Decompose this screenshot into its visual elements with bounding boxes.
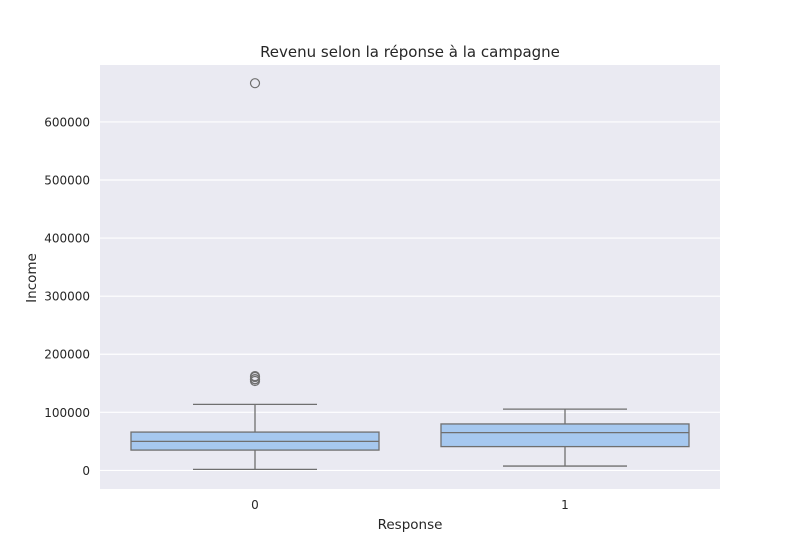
chart-title: Revenu selon la réponse à la campagne (260, 43, 560, 61)
y-tick-label: 400000 (44, 232, 90, 246)
box (440, 423, 690, 448)
box-category-1 (440, 408, 690, 467)
y-tick-label: 600000 (44, 115, 90, 129)
box-category-0 (130, 78, 380, 471)
y-tick-label: 100000 (44, 406, 90, 420)
grid-lines (100, 121, 720, 472)
y-tick-label: 0 (82, 464, 90, 478)
outlier-point (249, 78, 261, 89)
box-plots (130, 78, 690, 471)
y-tick-label: 200000 (44, 348, 90, 362)
outlier-point (249, 370, 261, 382)
y-axis-label: Income (24, 253, 40, 303)
x-tick-label: 1 (561, 498, 569, 512)
y-tick-label: 500000 (44, 174, 90, 188)
x-tick-label: 0 (251, 498, 259, 512)
y-tick-labels: 0 100000 200000 300000 400000 500000 600000 (44, 115, 90, 477)
y-tick-label: 300000 (44, 290, 90, 304)
x-axis-label: Response (378, 517, 443, 533)
plot-background (100, 65, 720, 489)
